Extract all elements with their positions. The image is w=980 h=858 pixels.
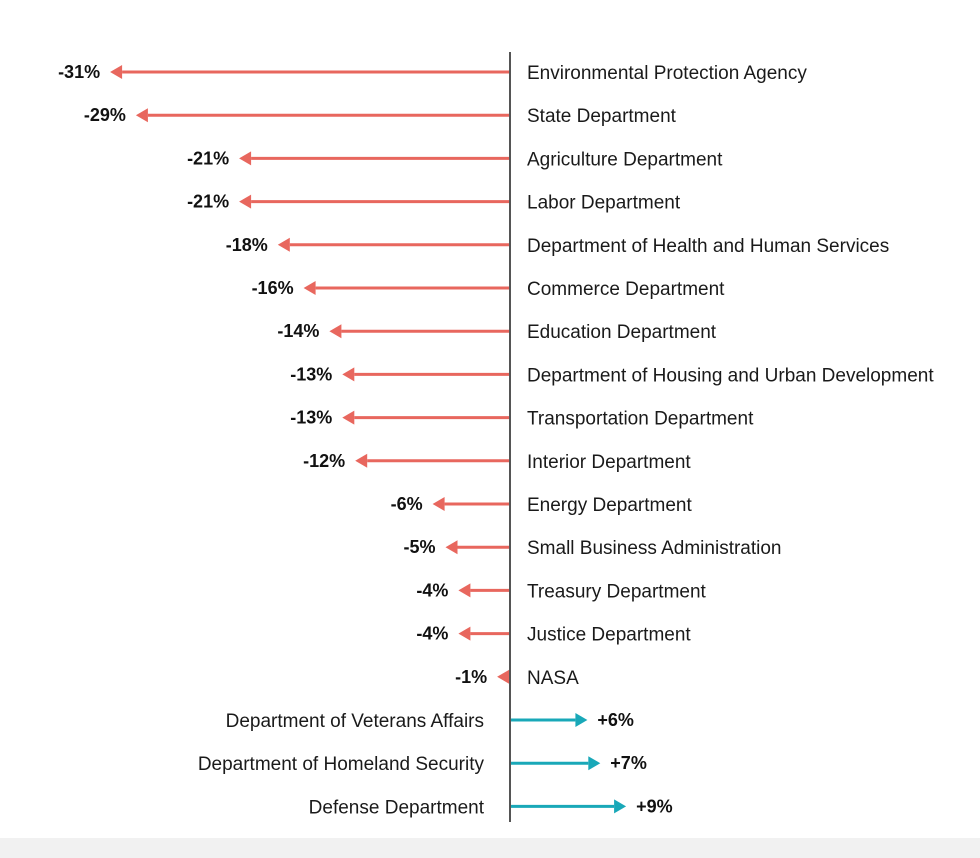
arrow-head: [458, 626, 471, 641]
category-label-department-of-housing-and-urban-development: Department of Housing and Urban Developm…: [527, 365, 934, 386]
category-label-department-of-homeland-security: Department of Homeland Security: [198, 754, 485, 775]
label-group: Environmental Protection Agency -31% State…: [58, 62, 934, 818]
value-label-nasa: -1%: [455, 667, 487, 687]
arrow-head: [110, 65, 123, 79]
arrow-head: [588, 756, 601, 771]
category-label-department-of-veterans-affairs: Department of Veterans Affairs: [226, 711, 484, 732]
arrow-treasury-department: [458, 583, 510, 598]
arrow-head: [277, 237, 290, 252]
value-label-interior-department: -12%: [303, 451, 345, 471]
arrow-environmental-protection-agency: [110, 65, 510, 79]
category-label-defense-department: Defense Department: [309, 797, 485, 818]
arrow-head: [614, 799, 627, 814]
value-label-labor-department: -21%: [187, 192, 229, 212]
arrow-state-department: [135, 108, 510, 123]
arrow-head: [342, 410, 355, 425]
value-label-agriculture-department: -21%: [187, 148, 229, 168]
category-label-treasury-department: Treasury Department: [527, 581, 707, 602]
value-label-department-of-veterans-affairs: +6%: [597, 710, 634, 730]
arrow-department-of-homeland-security: [510, 756, 601, 771]
arrow-head: [135, 108, 148, 123]
value-label-environmental-protection-agency: -31%: [58, 62, 100, 82]
arrow-head: [303, 281, 316, 295]
value-label-treasury-department: -4%: [416, 580, 448, 600]
category-label-nasa: NASA: [527, 668, 579, 689]
category-label-department-of-health-and-human-services: Department of Health and Human Services: [527, 236, 889, 257]
category-label-labor-department: Labor Department: [527, 193, 681, 214]
value-label-transportation-department: -13%: [290, 408, 332, 428]
value-label-department-of-homeland-security: +7%: [610, 753, 647, 773]
category-label-agriculture-department: Agriculture Department: [527, 149, 723, 170]
category-label-justice-department: Justice Department: [527, 625, 691, 646]
arrow-department-of-veterans-affairs: [510, 713, 588, 727]
category-label-interior-department: Interior Department: [527, 452, 691, 473]
arrow-series: [110, 65, 627, 814]
arrow-interior-department: [355, 453, 510, 468]
arrow-energy-department: [432, 497, 510, 511]
arrow-head: [445, 540, 458, 555]
arrow-head: [497, 669, 510, 684]
arrow-head: [239, 151, 252, 166]
arrow-department-of-health-and-human-services: [277, 237, 510, 252]
arrow-small-business-administration: [445, 540, 510, 555]
arrow-nasa: [497, 669, 510, 684]
arrow-head: [458, 583, 471, 598]
value-label-energy-department: -6%: [391, 494, 423, 514]
arrow-head: [432, 497, 445, 511]
value-label-department-of-health-and-human-services: -18%: [226, 235, 268, 255]
value-label-small-business-administration: -5%: [403, 537, 435, 557]
arrow-justice-department: [458, 626, 510, 641]
footer-band: [0, 838, 980, 858]
arrow-department-of-housing-and-urban-development: [342, 367, 510, 382]
category-label-energy-department: Energy Department: [527, 495, 692, 516]
category-label-state-department: State Department: [527, 106, 677, 127]
value-label-commerce-department: -16%: [252, 278, 294, 298]
arrow-transportation-department: [342, 410, 510, 425]
arrow-commerce-department: [303, 281, 510, 295]
arrow-head: [342, 367, 355, 382]
value-label-defense-department: +9%: [636, 796, 673, 816]
value-label-state-department: -29%: [84, 105, 126, 125]
arrow-labor-department: [239, 194, 510, 209]
category-label-education-department: Education Department: [527, 322, 717, 343]
arrow-defense-department: [510, 799, 627, 814]
value-label-department-of-housing-and-urban-development: -13%: [290, 364, 332, 384]
arrow-head: [355, 453, 368, 468]
category-label-small-business-administration: Small Business Administration: [527, 538, 782, 559]
arrow-agriculture-department: [239, 151, 510, 166]
arrow-head: [575, 713, 588, 727]
arrow-head: [329, 324, 342, 339]
category-label-environmental-protection-agency: Environmental Protection Agency: [527, 63, 807, 84]
arrow-education-department: [329, 324, 510, 339]
value-label-education-department: -14%: [277, 321, 319, 341]
category-label-commerce-department: Commerce Department: [527, 279, 725, 300]
arrow-head: [239, 194, 252, 209]
category-label-transportation-department: Transportation Department: [527, 409, 754, 430]
value-label-justice-department: -4%: [416, 624, 448, 644]
